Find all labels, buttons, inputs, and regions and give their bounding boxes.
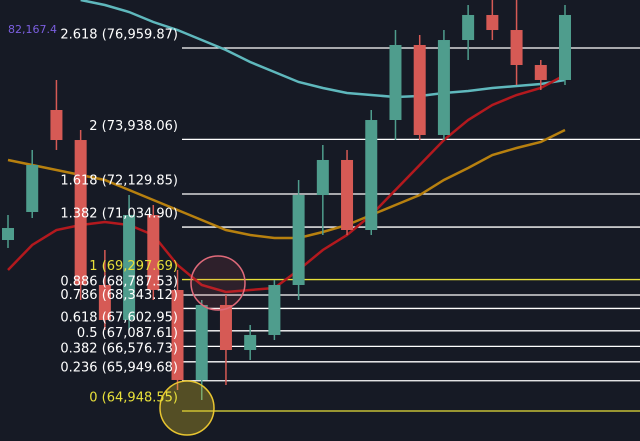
fib-label: 0.786 (68,343.12) xyxy=(60,288,178,303)
candle-body xyxy=(244,334,257,351)
candle-body xyxy=(268,285,281,335)
candle-body xyxy=(50,110,63,141)
fib-label: 1.382 (71,034.90) xyxy=(60,207,178,222)
candle-body xyxy=(147,214,160,290)
moving-average xyxy=(7,73,566,294)
candle-body xyxy=(26,165,39,212)
fib-label: 0.618 (67,602.95) xyxy=(60,310,178,325)
fib-levels xyxy=(182,47,640,412)
highlight-circle xyxy=(190,255,246,311)
candle-body xyxy=(510,30,523,66)
fib-label: 2 (73,938.06) xyxy=(89,119,178,134)
fib-label: 0 (64,948.55) xyxy=(89,391,178,406)
fib-label: 0.5 (67,087.61) xyxy=(77,326,178,341)
fib-label: 2.618 (76,959.87) xyxy=(60,28,178,43)
moving-average xyxy=(7,128,566,240)
fib-label: 1.618 (72,129.85) xyxy=(60,173,178,188)
candle-body xyxy=(462,14,475,41)
moving-averages xyxy=(7,0,566,294)
candle-body xyxy=(486,14,499,31)
candle-body xyxy=(195,304,208,380)
price-annotation: 82,167.4 xyxy=(8,23,57,36)
candle-body xyxy=(98,285,111,320)
candle-body xyxy=(534,65,547,80)
fib-label: 0.886 (68,787.53) xyxy=(60,274,178,289)
candle-body xyxy=(559,14,571,80)
level-labels: 2.618 (76,959.87) 2 (73,938.06) 1.618 (72,… xyxy=(60,28,178,406)
moving-average xyxy=(80,0,566,99)
fib-label: 0.236 (65,949.68) xyxy=(60,360,178,375)
candle-body xyxy=(2,228,14,241)
fib-label: 1 (69,297.69) xyxy=(89,259,178,274)
candle-body xyxy=(292,195,305,286)
candle-body xyxy=(341,159,354,231)
candle-body xyxy=(219,304,232,351)
highlight-circle xyxy=(159,380,215,436)
candle-body xyxy=(389,44,402,121)
candle-body xyxy=(74,140,87,286)
fib-label: 0.382 (66,576.73) xyxy=(60,341,178,356)
candle-body xyxy=(316,159,329,196)
candle-body xyxy=(365,120,378,231)
candles xyxy=(2,0,571,400)
candle-body xyxy=(437,40,450,135)
candle-body xyxy=(171,289,184,380)
candle-body xyxy=(413,44,426,135)
candle-body xyxy=(123,214,136,320)
